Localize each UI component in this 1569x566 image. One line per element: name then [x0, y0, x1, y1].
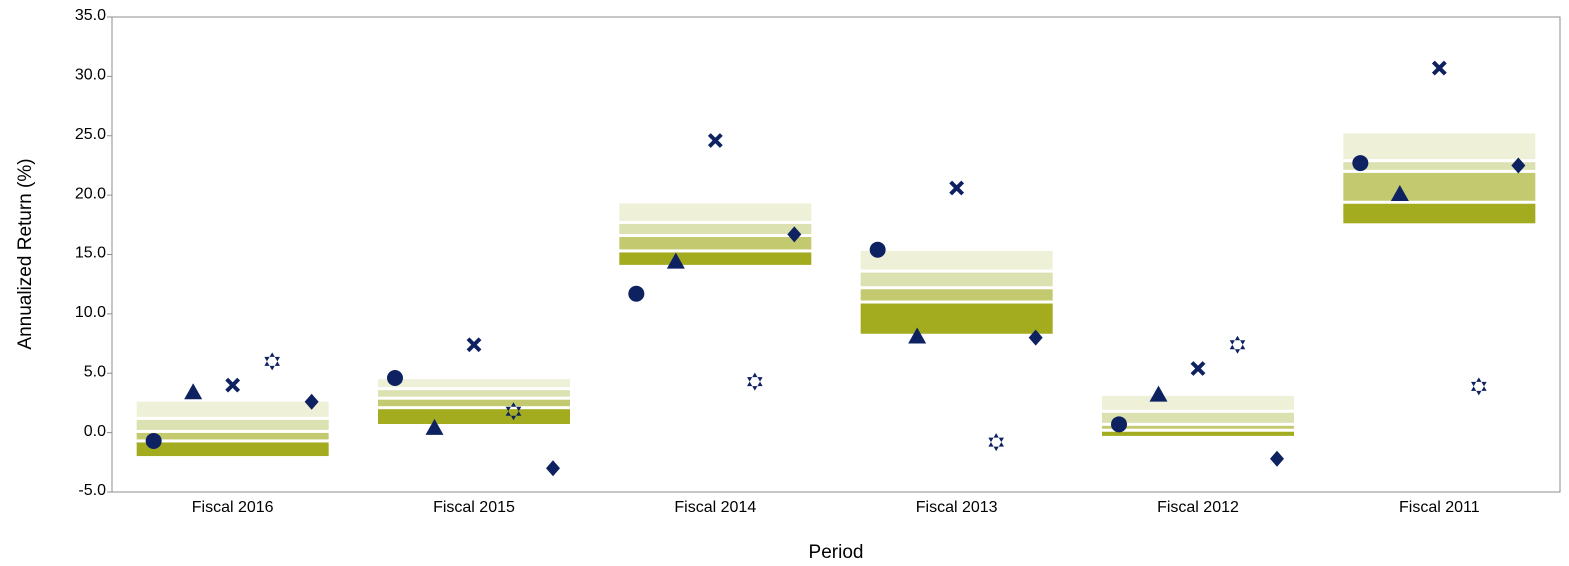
range-band — [1102, 425, 1294, 429]
range-band — [860, 272, 1053, 287]
marker-triangle — [666, 252, 685, 269]
range-band — [136, 442, 329, 457]
marker-cross — [466, 337, 482, 353]
y-tick-label: 0.0 — [84, 423, 106, 440]
marker-diamond — [1270, 450, 1284, 467]
range-band — [378, 379, 570, 388]
marker-diamond — [1028, 329, 1043, 346]
range-band — [378, 409, 570, 424]
x-tick-label: Fiscal 2013 — [916, 499, 998, 516]
marker-diamond — [304, 393, 319, 410]
y-tick-label: 5.0 — [84, 363, 106, 380]
range-band — [860, 289, 1053, 301]
marker-star — [264, 352, 280, 371]
x-tick-label: Fiscal 2011 — [1399, 499, 1480, 516]
range-band — [860, 250, 1053, 270]
y-tick-label: 25.0 — [75, 126, 106, 143]
x-axis-title: Period — [809, 542, 864, 563]
marker-triangle — [908, 327, 927, 344]
marker-circle — [869, 241, 886, 258]
marker-star — [1471, 377, 1487, 396]
marker-triangle — [425, 418, 444, 435]
range-band — [1343, 133, 1536, 160]
range-band — [1102, 431, 1294, 436]
y-tick-label: 35.0 — [75, 7, 106, 24]
range-band — [619, 252, 812, 265]
range-band — [136, 432, 329, 440]
marker-triangle — [1149, 385, 1168, 402]
x-tick-label: Fiscal 2015 — [433, 499, 515, 516]
marker-circle — [1111, 416, 1127, 433]
y-tick-label: 15.0 — [75, 245, 106, 262]
marker-diamond — [787, 226, 802, 243]
range-band — [619, 203, 812, 221]
marker-star — [988, 433, 1004, 452]
range-band — [619, 237, 812, 250]
y-tick-label: 10.0 — [75, 304, 106, 321]
marker-circle — [628, 285, 645, 302]
marker-cross — [1431, 60, 1447, 76]
range-band — [1343, 203, 1536, 224]
marker-cross — [225, 377, 241, 393]
range-band — [1343, 162, 1536, 170]
x-tick-label: Fiscal 2016 — [192, 499, 274, 516]
marker-triangle — [184, 383, 203, 400]
y-axis-title: Annualized Return (%) — [15, 158, 36, 349]
y-tick-label: 30.0 — [75, 67, 106, 84]
range-band — [1343, 172, 1536, 201]
plot-frame — [111, 16, 1561, 493]
x-tick-label: Fiscal 2012 — [1157, 499, 1239, 516]
marker-diamond — [1511, 157, 1526, 174]
marker-circle — [145, 432, 162, 449]
marker-star — [1229, 335, 1246, 354]
marker-cross — [707, 133, 723, 148]
range-band — [136, 401, 329, 417]
range-band — [136, 419, 329, 430]
range-band — [378, 390, 570, 397]
marker-diamond — [546, 460, 560, 477]
marker-star — [505, 402, 522, 421]
range-band — [378, 399, 570, 407]
range-band — [619, 223, 812, 234]
x-tick-label: Fiscal 2014 — [674, 499, 756, 516]
y-tick-label: 20.0 — [75, 185, 106, 202]
range-band — [1102, 395, 1294, 410]
marker-triangle — [1390, 184, 1409, 201]
marker-cross — [949, 180, 965, 196]
y-tick-label: -5.0 — [78, 482, 106, 499]
range-band — [1102, 412, 1294, 423]
marker-circle — [387, 370, 403, 386]
marker-star — [747, 372, 763, 391]
marker-cross — [1190, 361, 1206, 376]
range-band — [860, 303, 1053, 334]
marker-circle — [1352, 155, 1369, 172]
